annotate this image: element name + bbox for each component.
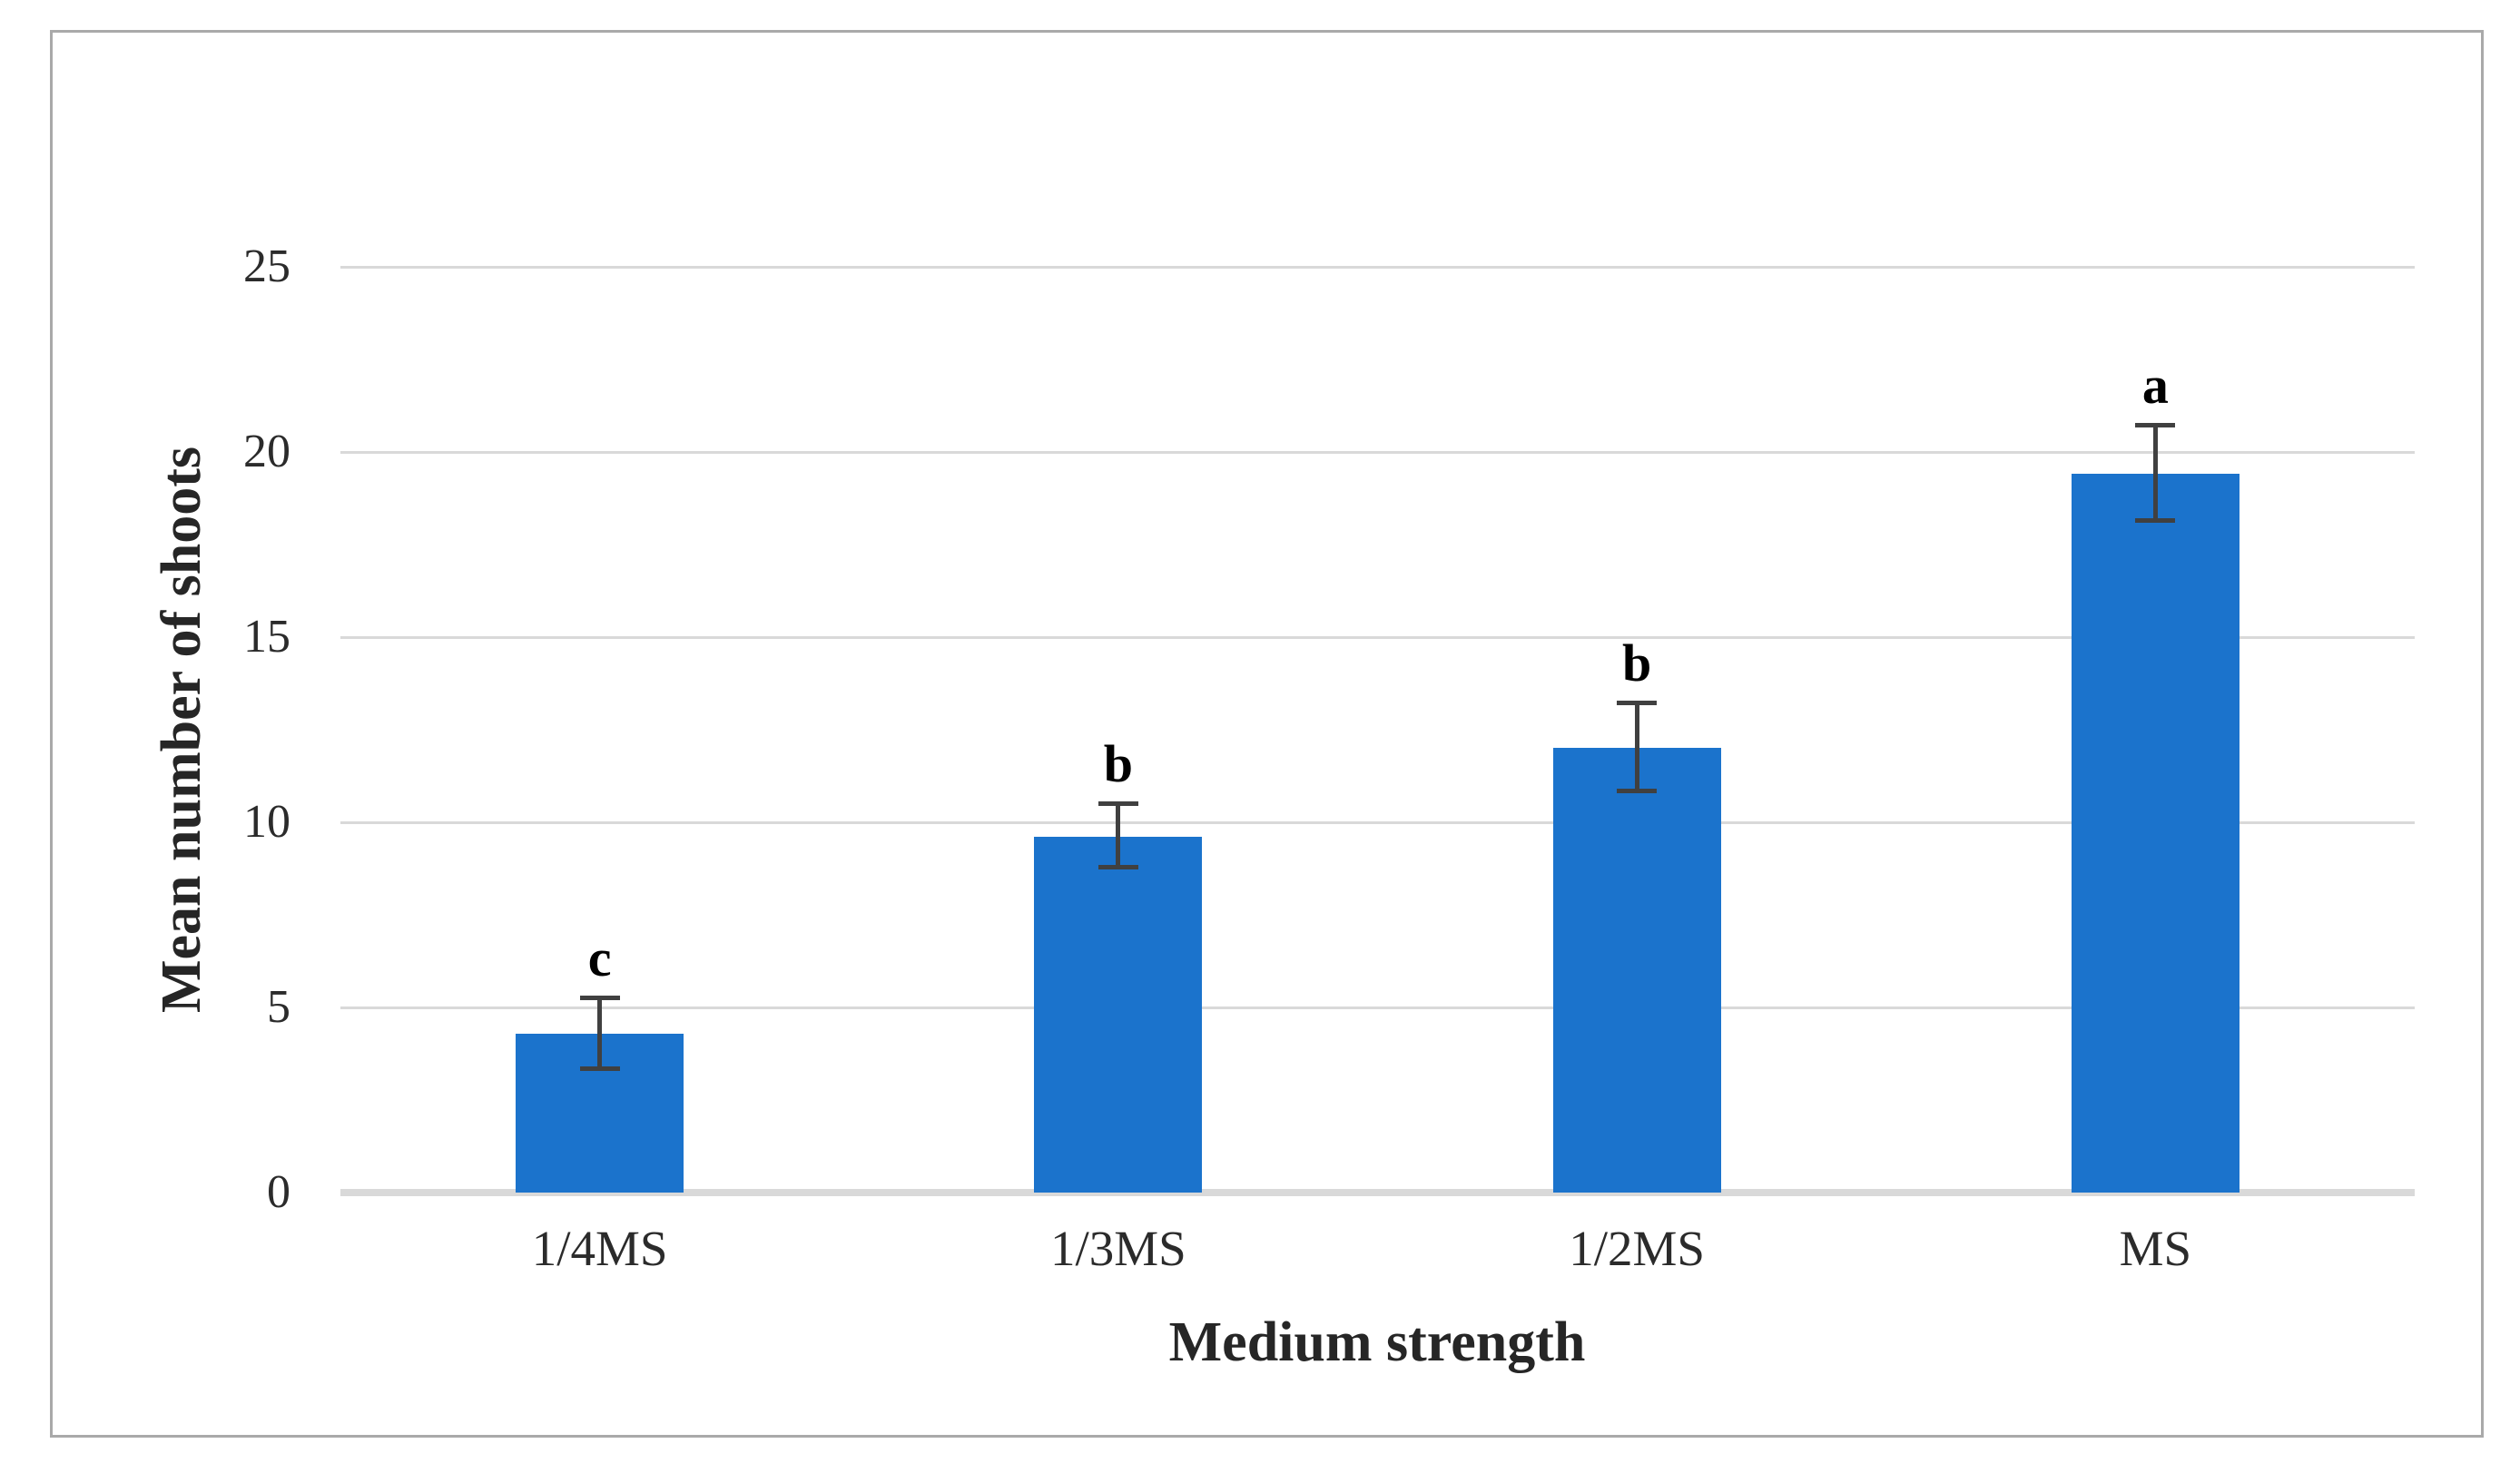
error-bar-cap-bottom bbox=[1617, 789, 1658, 794]
plot-area: c b b a bbox=[340, 266, 2415, 1196]
y-axis-title: Mean number of shoots bbox=[151, 446, 212, 1014]
category-label-1/4MS: 1/4MS bbox=[531, 1221, 668, 1276]
bar-1/3MS bbox=[1034, 837, 1203, 1193]
error-bar-cap-bottom bbox=[1098, 864, 1138, 869]
category-label-1/2MS: 1/2MS bbox=[1569, 1221, 1706, 1276]
y-tick-label-0: 0 bbox=[267, 1166, 290, 1218]
error-bar-line bbox=[2152, 427, 2158, 519]
gridline-y10 bbox=[340, 821, 2415, 824]
error-bar-line bbox=[597, 999, 603, 1067]
x-axis-title: Medium strength bbox=[1168, 1311, 1586, 1373]
error-bar-cap-bottom bbox=[579, 1066, 620, 1072]
y-tick-label-25: 25 bbox=[243, 241, 290, 292]
significance-letter-1/4MS: c bbox=[587, 928, 612, 987]
gridline-y20 bbox=[340, 451, 2415, 454]
category-label-MS: MS bbox=[2119, 1221, 2192, 1276]
significance-letter-1/2MS: b bbox=[1621, 633, 1652, 693]
error-bar-cap-top bbox=[1617, 701, 1658, 706]
significance-letter-MS: a bbox=[2141, 356, 2169, 416]
significance-letter-1/3MS: b bbox=[1103, 733, 1134, 793]
error-bar-cap-top bbox=[2135, 423, 2176, 428]
bar-1/2MS bbox=[1552, 748, 1721, 1193]
gridline-y15 bbox=[340, 636, 2415, 639]
error-bar-line bbox=[1116, 805, 1121, 865]
y-tick-label-20: 20 bbox=[243, 426, 290, 477]
gridline-y5 bbox=[340, 1007, 2415, 1009]
error-bar-line bbox=[1634, 705, 1639, 790]
error-bar-cap-top bbox=[1098, 800, 1138, 806]
category-label-1/3MS: 1/3MS bbox=[1049, 1221, 1186, 1276]
y-tick-label-10: 10 bbox=[243, 796, 290, 848]
gridline-y25 bbox=[340, 266, 2415, 270]
x-axis-line bbox=[340, 1189, 2415, 1196]
error-bar-cap-top bbox=[579, 995, 620, 1000]
y-tick-label-5: 5 bbox=[267, 981, 290, 1033]
error-bar-cap-bottom bbox=[2135, 518, 2176, 524]
y-tick-label-15: 15 bbox=[243, 611, 290, 663]
bar-MS bbox=[2071, 474, 2239, 1193]
